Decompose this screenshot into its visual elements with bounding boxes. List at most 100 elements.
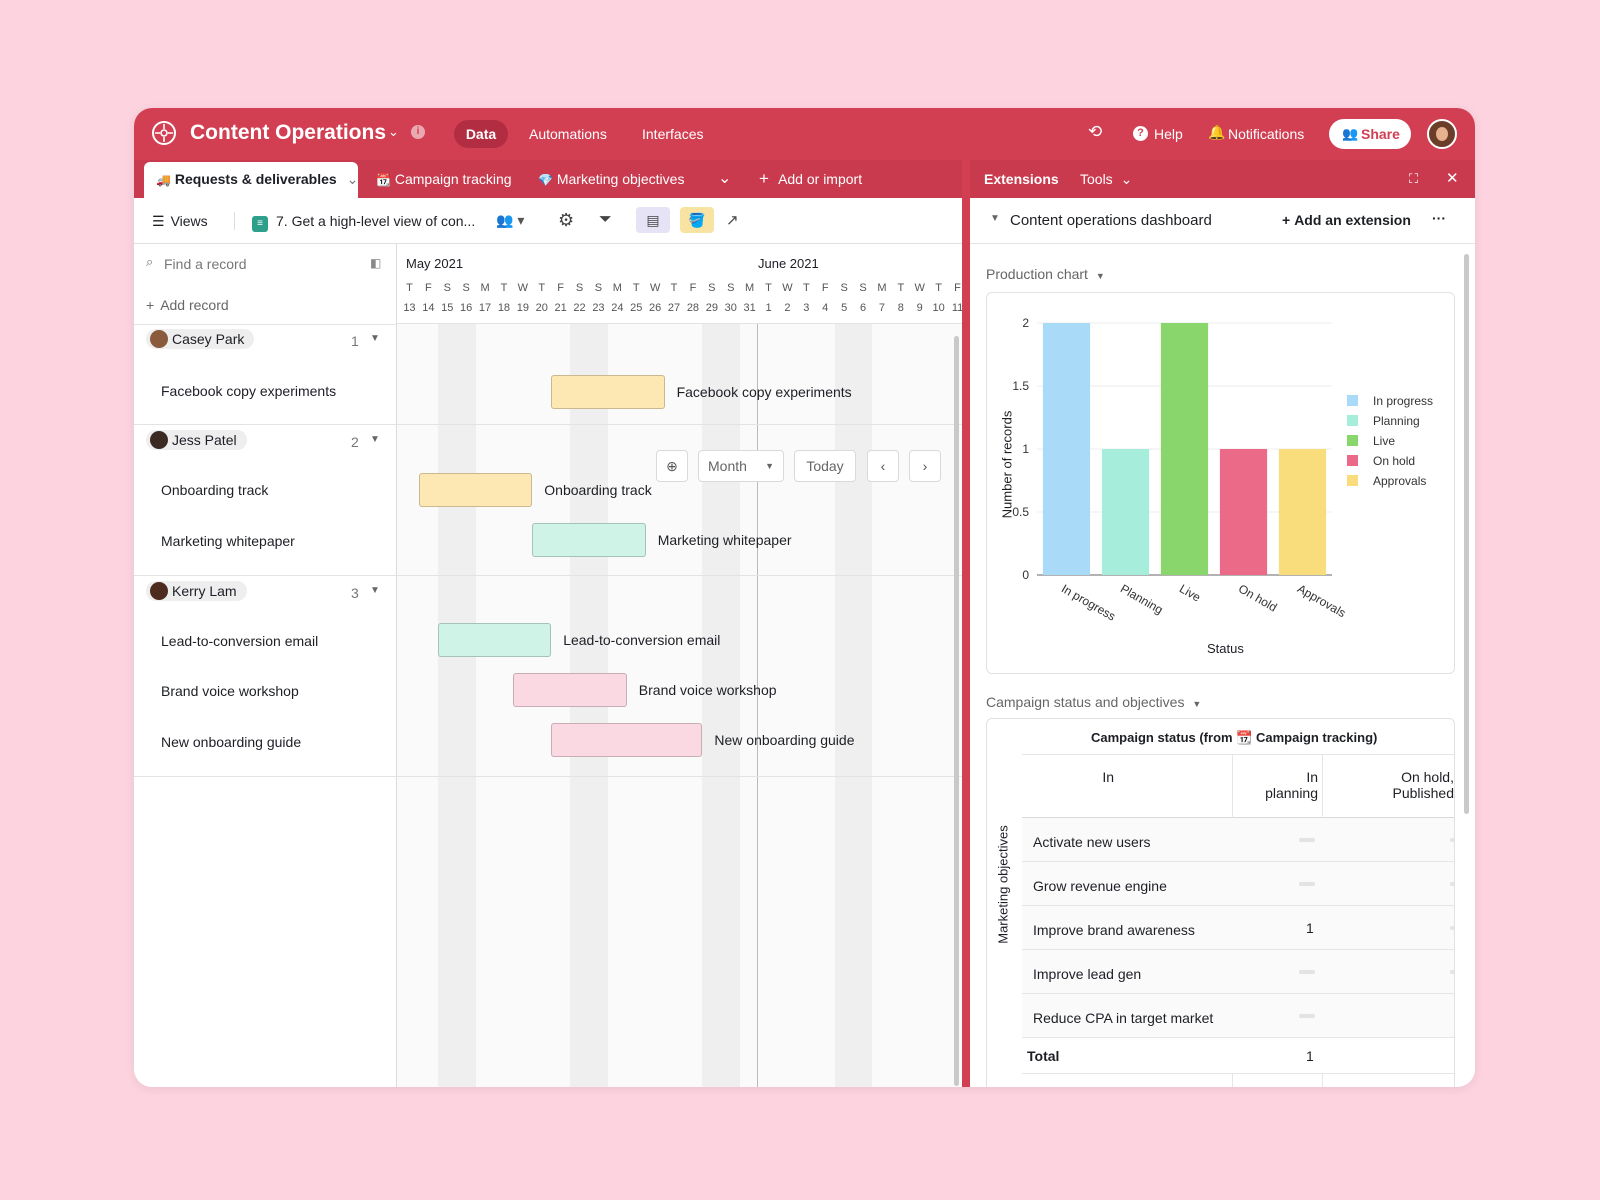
timeline-bar[interactable] xyxy=(532,523,646,557)
chevron-down-icon: ▼ xyxy=(1095,271,1105,281)
add-extension-button[interactable]: + Add an extension xyxy=(1282,212,1411,228)
chevron-left-icon[interactable]: ‹ xyxy=(867,450,899,482)
day-number: 25 xyxy=(630,302,643,314)
notifications-link[interactable]: Notifications xyxy=(1228,126,1305,142)
empty-cell xyxy=(1299,838,1315,842)
views-button[interactable]: ☰ Views xyxy=(152,213,208,230)
pivot-section-title[interactable]: Campaign status and objectives ▼ xyxy=(986,694,1201,710)
timeline-bar[interactable] xyxy=(551,723,703,757)
download-icon[interactable]: ⊕ xyxy=(656,450,688,482)
plus-icon: + xyxy=(759,169,769,188)
chevron-down-icon[interactable]: ▼ xyxy=(370,333,380,344)
scale-select[interactable]: Month ▼ xyxy=(698,450,784,482)
views-label: Views xyxy=(170,213,208,229)
group-icon[interactable]: ▤ xyxy=(636,207,670,233)
add-record-button[interactable]: + Add record xyxy=(146,297,229,313)
tab-label: Requests & deliverables xyxy=(174,171,337,187)
group-header[interactable]: Kerry Lam xyxy=(146,581,247,601)
dashboard-title[interactable]: Content operations dashboard xyxy=(1010,212,1212,229)
timeline-bar[interactable] xyxy=(418,473,533,507)
list-item[interactable]: Facebook copy experiments xyxy=(161,383,337,399)
view-switcher[interactable]: ≡ 7. Get a high-level view of con... xyxy=(252,213,475,232)
group-name: Jess Patel xyxy=(172,432,237,448)
collapse-icon[interactable]: ◧ xyxy=(370,256,382,270)
day-number: 29 xyxy=(705,302,718,314)
plus-icon: + xyxy=(1282,212,1291,228)
find-record-input[interactable]: Find a record xyxy=(164,256,247,272)
tab-data[interactable]: Data xyxy=(454,120,508,148)
today-button[interactable]: Today xyxy=(794,450,856,482)
chevron-down-icon[interactable]: ⌄ xyxy=(388,124,399,139)
tab-campaign-tracking[interactable]: 📆 Campaign tracking xyxy=(376,160,512,198)
scrollbar[interactable] xyxy=(954,336,959,1086)
chevron-down-icon[interactable]: ⌄ xyxy=(346,171,359,187)
table-tabs: 🚚 Requests & deliverables ⌄ 📆 Campaign t… xyxy=(134,160,1475,198)
legend-label: Planning xyxy=(1373,414,1420,428)
filter-icon[interactable]: ⏷ xyxy=(599,211,612,228)
day-letter: S xyxy=(859,282,867,294)
group-header[interactable]: Jess Patel xyxy=(146,430,247,450)
list-item[interactable]: New onboarding guide xyxy=(161,734,302,750)
help-link[interactable]: Help xyxy=(1154,126,1183,142)
group-divider xyxy=(134,424,397,425)
day-number: 9 xyxy=(916,302,923,314)
collapse-triangle-icon[interactable]: ▼ xyxy=(990,213,1000,224)
more-icon[interactable]: ··· xyxy=(1432,210,1446,226)
tab-marketing-objectives[interactable]: 💎 Marketing objectives xyxy=(538,160,684,198)
history-icon[interactable]: ⟲ xyxy=(1088,122,1103,141)
bar xyxy=(1101,449,1150,575)
panel-scrollbar[interactable] xyxy=(1464,254,1469,814)
gear-icon[interactable]: ⚙ xyxy=(558,210,575,230)
day-letter: F xyxy=(689,282,697,294)
tab-automations[interactable]: Automations xyxy=(529,126,607,142)
day-number: 3 xyxy=(803,302,810,314)
timeline-bar[interactable] xyxy=(513,673,627,707)
base-title[interactable]: Content Operations xyxy=(190,121,387,144)
timeline-bar[interactable] xyxy=(437,623,552,657)
info-icon[interactable]: i xyxy=(411,125,425,139)
base-logo-icon[interactable] xyxy=(152,121,176,145)
x-axis-label: Status xyxy=(1207,641,1244,656)
extensions-tab[interactable]: Extensions xyxy=(984,171,1059,187)
paint-bucket-icon[interactable]: 🪣 xyxy=(680,207,714,233)
avatar[interactable] xyxy=(1427,119,1457,149)
empty-cell xyxy=(1450,970,1454,974)
chevron-down-icon[interactable]: ⌄ xyxy=(718,170,732,187)
chevron-right-icon[interactable]: › xyxy=(909,450,941,482)
help-icon[interactable]: ? xyxy=(1133,126,1148,141)
chart-card: 0 0.5 1 1.5 2 In progress Planning Live On hold A… xyxy=(986,292,1455,674)
chevron-down-icon[interactable]: ▼ xyxy=(370,434,380,445)
day-number: 4 xyxy=(822,302,829,314)
timeline-bar[interactable] xyxy=(551,375,665,409)
tools-menu[interactable]: Tools ⌄ xyxy=(1080,160,1132,198)
pivot-section-label: Campaign status and objectives xyxy=(986,694,1185,710)
y-tick-label: 1.5 xyxy=(1012,379,1029,393)
day-number: 6 xyxy=(859,302,867,314)
bell-icon[interactable]: 🔔 xyxy=(1208,124,1226,140)
pane-divider[interactable] xyxy=(962,160,970,1087)
share-button[interactable]: 👥 Share xyxy=(1329,119,1411,149)
x-tick-label: In progress xyxy=(1059,581,1118,623)
list-item[interactable]: Brand voice workshop xyxy=(161,683,299,699)
add-or-import-button[interactable]: + Add or import xyxy=(759,160,862,198)
group-header[interactable]: Casey Park xyxy=(146,329,255,349)
x-tick-label: Live xyxy=(1177,581,1203,604)
legend-label: Live xyxy=(1373,434,1395,448)
list-item[interactable]: Marketing whitepaper xyxy=(161,533,295,549)
tab-interfaces[interactable]: Interfaces xyxy=(642,126,704,142)
collaborators-icon[interactable]: 👥 ▾ xyxy=(496,212,525,228)
timeline-bar-label: Marketing whitepaper xyxy=(657,532,792,548)
timeline-view: May 2021 June 2021 T 13 F 14 S 15 S 16 M 17 T 18 W 19… xyxy=(397,244,962,1087)
share-view-icon[interactable]: ↗ xyxy=(726,212,739,229)
list-item[interactable]: Lead-to-conversion email xyxy=(161,633,319,649)
list-item[interactable]: Onboarding track xyxy=(161,482,269,498)
fullscreen-icon[interactable]: ⛶ xyxy=(1409,171,1419,186)
chevron-down-icon[interactable]: ▼ xyxy=(370,585,380,596)
day-number: 17 xyxy=(478,302,492,314)
month-label: June 2021 xyxy=(758,256,819,271)
chart-section-title[interactable]: Production chart ▼ xyxy=(986,266,1105,282)
pivot-col-line: Published xyxy=(1392,785,1455,801)
close-icon[interactable]: ✕ xyxy=(1446,170,1459,187)
day-letter: T xyxy=(500,282,508,294)
tab-requests-deliverables[interactable]: 🚚 Requests & deliverables ⌄ xyxy=(144,162,358,198)
